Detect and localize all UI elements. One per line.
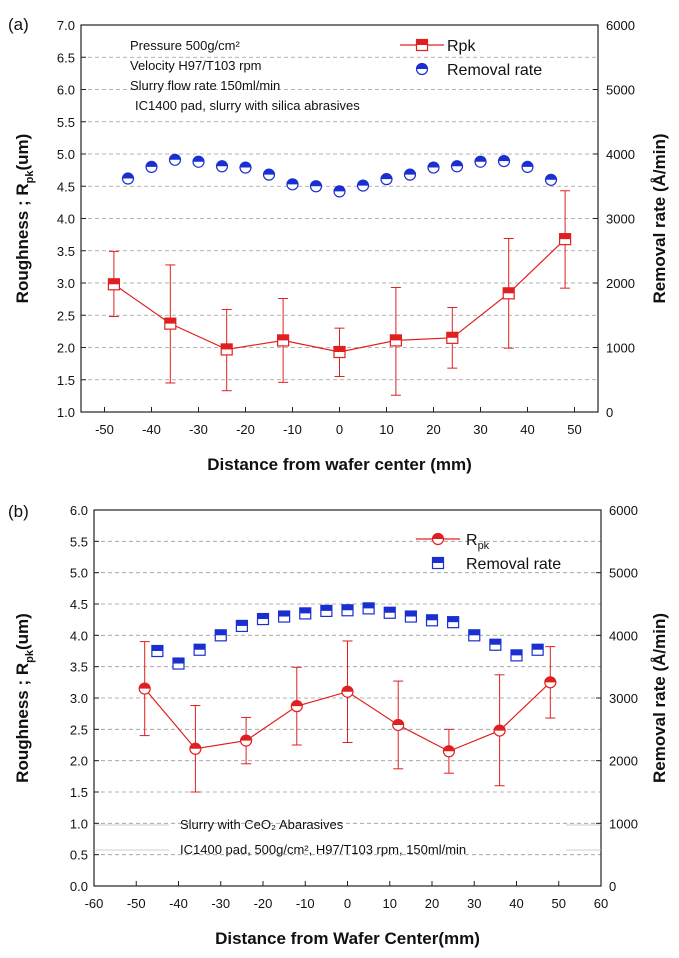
x-axis-label: Distance from Wafer Center(mm) (215, 929, 480, 948)
x-tick-label: -30 (189, 422, 208, 437)
x-tick-label: 0 (344, 896, 351, 911)
series-removal-rate (121, 153, 558, 198)
y-tick-label: 4.5 (57, 179, 75, 194)
x-tick-label: 10 (379, 422, 393, 437)
legend-label: Rpk (466, 532, 490, 552)
x-tick-label: -10 (296, 896, 315, 911)
legend-label: Rpk (447, 38, 476, 55)
y2-tick-label: 2000 (606, 276, 635, 291)
series-rpk (107, 190, 572, 396)
x-tick-label: 50 (567, 422, 581, 437)
legend-item: Rpk (416, 532, 490, 552)
legend-label: Removal rate (447, 62, 542, 79)
chart-panel-a: 1.0 1.5 2.0 2.5 3.0 3.5 4.0 4.5 5.0 5.5 6.0 6.5 7.0 0… (8, 15, 669, 474)
annotation-text: Slurry flow rate 150ml/min (130, 78, 280, 93)
y-tick-label: 1.5 (57, 373, 75, 388)
y2-axis-label: Removal rate (Å/min) (650, 613, 669, 783)
y2-tick-label: 3000 (606, 212, 635, 227)
x-tick-label: -60 (85, 896, 104, 911)
y-tick-label: 6.5 (57, 50, 75, 65)
y-tick-label: 6.0 (70, 503, 88, 518)
x-tick-label: 40 (509, 896, 523, 911)
annotation-text: Pressure 500g/cm² (130, 38, 240, 53)
y-tick-label: 3.5 (57, 244, 75, 259)
y-tick-label: 3.5 (70, 660, 88, 675)
x-tick-label: 60 (594, 896, 608, 911)
chart-panel-b: 0.0 0.5 1.0 1.5 2.0 2.5 3.0 3.5 4.0 4.5 5.0 5.5 6.0 0… (8, 502, 669, 948)
y-tick-label: 2.0 (57, 341, 75, 356)
annotation-text: IC1400 pad, slurry with silica abrasives (135, 98, 360, 113)
x-tick-label: 30 (467, 896, 481, 911)
y-tick-label: 2.5 (57, 308, 75, 323)
x-tick-label: 20 (425, 896, 439, 911)
annotation-text: IC1400 pad, 500g/cm², H97/T103 rpm, 150m… (180, 842, 466, 857)
annotation-text: Velocity H97/T103 rpm (130, 58, 262, 73)
x-tick-label: -30 (211, 896, 230, 911)
x-axis-label: Distance from wafer center (mm) (207, 455, 472, 474)
y-tick-label: 1.0 (70, 816, 88, 831)
y2-tick-label: 3000 (609, 691, 638, 706)
x-tick-label: -10 (283, 422, 302, 437)
y-tick-label: 2.0 (70, 754, 88, 769)
y-tick-label: 1.0 (57, 405, 75, 420)
x-tick-label: 40 (520, 422, 534, 437)
panel-label: (b) (8, 502, 29, 521)
x-tick-label: -40 (142, 422, 161, 437)
x-tick-label: 50 (552, 896, 566, 911)
x-tick-label: 10 (383, 896, 397, 911)
y-tick-label: 5.0 (57, 147, 75, 162)
y2-axis-label: Removal rate (Å/min) (650, 133, 669, 303)
x-tick-label: 0 (336, 422, 343, 437)
x-tick-label: -40 (169, 896, 188, 911)
x-tick-label: 30 (473, 422, 487, 437)
series-removal-rate (151, 602, 544, 670)
legend-item: Removal rate (431, 556, 561, 573)
x-tick-label: -50 (95, 422, 114, 437)
y-tick-label: 1.5 (70, 785, 88, 800)
y-tick-label: 5.0 (70, 566, 88, 581)
y2-tick-label: 5000 (609, 566, 638, 581)
y-tick-label: 3.0 (70, 691, 88, 706)
x-tick-label: 20 (426, 422, 440, 437)
series-rpk (138, 640, 557, 793)
y-tick-label: 5.5 (57, 115, 75, 130)
y-axis-label: Roughness ; Rpk(um) (13, 613, 36, 783)
legend-item: Removal rate (415, 62, 542, 79)
y2-tick-label: 5000 (606, 83, 635, 98)
panel-label: (a) (8, 15, 29, 34)
y2-tick-label: 2000 (609, 754, 638, 769)
y-tick-label: 4.0 (57, 212, 75, 227)
y-axis-label: Roughness ; Rpk(um) (13, 134, 36, 304)
legend-item: Rpk (400, 38, 476, 55)
legend-label: Removal rate (466, 556, 561, 573)
y2-tick-label: 6000 (609, 503, 638, 518)
y-tick-label: 0.5 (70, 848, 88, 863)
y2-tick-label: 0 (609, 879, 616, 894)
y-tick-label: 4.0 (70, 628, 88, 643)
y2-tick-label: 1000 (606, 341, 635, 356)
y-tick-label: 7.0 (57, 18, 75, 33)
y-tick-label: 6.0 (57, 83, 75, 98)
y-tick-label: 5.5 (70, 534, 88, 549)
y2-tick-label: 4000 (609, 628, 638, 643)
y-tick-label: 3.0 (57, 276, 75, 291)
y2-tick-label: 4000 (606, 147, 635, 162)
y2-tick-label: 1000 (609, 816, 638, 831)
x-tick-label: -20 (254, 896, 273, 911)
y-tick-label: 0.0 (70, 879, 88, 894)
x-tick-label: -50 (127, 896, 146, 911)
annotation-text: Slurry with CeO₂ Abarasives (180, 817, 344, 832)
y-tick-label: 4.5 (70, 597, 88, 612)
y2-tick-label: 6000 (606, 18, 635, 33)
y2-tick-label: 0 (606, 405, 613, 420)
y-tick-label: 2.5 (70, 722, 88, 737)
x-tick-label: -20 (236, 422, 255, 437)
